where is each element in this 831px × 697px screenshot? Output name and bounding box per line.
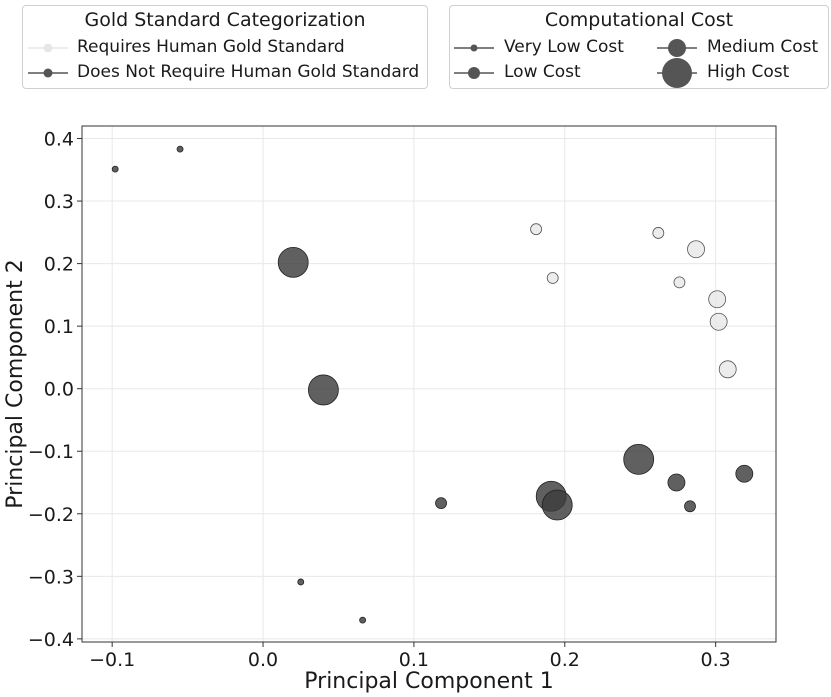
y-axis-ticks: 0.4 0.3 0.2 0.1 0.0 −0.1 −0.2 −0.3 −0.4 — [28, 129, 82, 651]
point-no-human-gold — [111, 165, 119, 173]
legend-gold-title: Gold Standard Categorization — [84, 9, 366, 31]
legend-gold-standard: Gold Standard Categorization Requires Hu… — [22, 5, 428, 89]
legend-very-low-label: Very Low Cost — [504, 37, 624, 57]
point-no-human-gold — [359, 616, 367, 624]
point-requires-human-gold — [709, 312, 728, 331]
legend-cost-title: Computational Cost — [544, 9, 734, 31]
point-requires-human-gold — [687, 240, 705, 259]
point-no-human-gold — [277, 246, 309, 278]
point-no-human-gold — [541, 489, 573, 521]
plot-area — [82, 126, 776, 642]
x-tick-label: 0.0 — [248, 649, 278, 671]
y-tick-label: 0.3 — [44, 191, 74, 213]
legend-low-marker — [468, 67, 480, 79]
y-tick-label: 0.0 — [44, 379, 74, 401]
x-tick-label: −0.1 — [89, 649, 135, 671]
x-axis-label: Principal Component 1 — [304, 669, 553, 694]
x-axis-ticks: −0.1 0.0 0.1 0.2 0.3 — [89, 642, 731, 671]
point-requires-human-gold — [546, 272, 559, 284]
legend-requires-label: Requires Human Gold Standard — [77, 37, 345, 57]
point-requires-human-gold — [673, 276, 686, 289]
legend-gold-markers — [28, 43, 68, 78]
point-requires-human-gold — [530, 223, 543, 236]
plot-frame — [81, 125, 777, 643]
y-tick-label: −0.3 — [28, 566, 74, 588]
x-tick-label: 0.1 — [399, 649, 429, 671]
point-requires-human-gold — [652, 227, 665, 239]
legend-medium-label: Medium Cost — [707, 37, 819, 57]
legend-very-low-marker — [470, 44, 478, 52]
legend-requires-marker — [43, 43, 53, 53]
point-no-human-gold — [176, 145, 184, 153]
grid-lines — [82, 126, 776, 642]
point-no-human-gold — [735, 464, 754, 483]
y-axis-label: Principal Component 2 — [3, 259, 28, 508]
y-tick-label: −0.2 — [28, 504, 74, 526]
x-tick-label: 0.2 — [550, 649, 580, 671]
point-no-human-gold — [623, 443, 655, 475]
point-no-human-gold — [667, 473, 686, 492]
x-tick-label: 0.3 — [701, 649, 731, 671]
y-tick-label: −0.4 — [28, 629, 74, 651]
y-tick-label: 0.4 — [44, 129, 74, 151]
legend-medium-marker — [668, 39, 686, 57]
legend-computational-cost: Computational Cost Very Low Cost Low Cos… — [449, 5, 829, 89]
y-tick-label: −0.1 — [28, 441, 74, 463]
legend-high-label: High Cost — [707, 62, 790, 82]
point-no-human-gold — [684, 500, 696, 513]
y-tick-label: 0.2 — [44, 254, 74, 276]
legend-cost-markers — [454, 39, 697, 88]
point-requires-human-gold — [708, 290, 727, 309]
y-tick-label: 0.1 — [44, 316, 74, 338]
point-no-human-gold — [297, 578, 305, 586]
point-no-human-gold — [435, 497, 447, 510]
legend-not-requires-marker — [43, 68, 53, 78]
data-points — [111, 145, 754, 624]
point-requires-human-gold — [718, 360, 737, 379]
legend-not-requires-label: Does Not Require Human Gold Standard — [77, 62, 420, 82]
legend-high-marker — [662, 58, 692, 88]
point-no-human-gold — [307, 374, 339, 406]
legend-low-label: Low Cost — [504, 62, 581, 82]
